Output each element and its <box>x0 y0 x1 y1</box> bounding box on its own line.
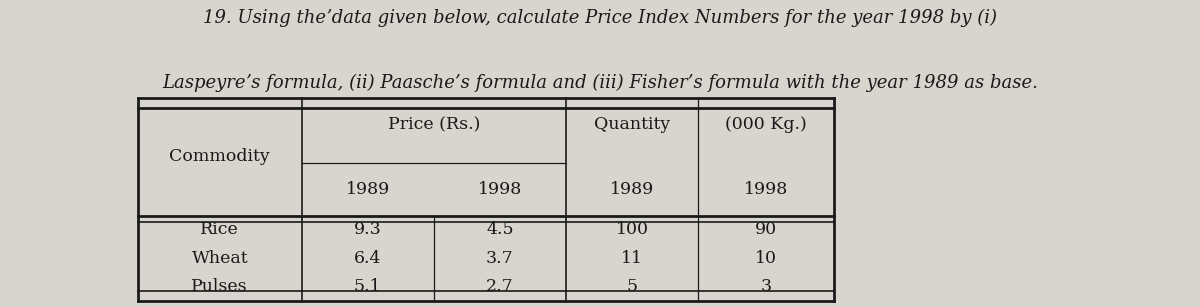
Text: 11: 11 <box>622 250 643 267</box>
Text: Wheat: Wheat <box>192 250 248 267</box>
Text: 1989: 1989 <box>610 181 654 198</box>
Text: 2.7: 2.7 <box>486 278 514 295</box>
Text: 10: 10 <box>755 250 778 267</box>
Text: Price (Rs.): Price (Rs.) <box>388 116 480 133</box>
Text: Rice: Rice <box>200 221 239 239</box>
Text: 9.3: 9.3 <box>354 221 382 239</box>
Text: 3.7: 3.7 <box>486 250 514 267</box>
Text: 5.1: 5.1 <box>354 278 382 295</box>
Text: 4.5: 4.5 <box>486 221 514 239</box>
Text: 1989: 1989 <box>346 181 390 198</box>
Text: 3: 3 <box>761 278 772 295</box>
Text: 5: 5 <box>626 278 637 295</box>
Text: 6.4: 6.4 <box>354 250 382 267</box>
Text: Pulses: Pulses <box>192 278 248 295</box>
Text: 90: 90 <box>755 221 778 239</box>
Text: 19. Using theʼdata given below, calculate Price Index Numbers for the year 1998 : 19. Using theʼdata given below, calculat… <box>203 9 997 27</box>
Text: (000 Kg.): (000 Kg.) <box>725 116 808 133</box>
Text: 1998: 1998 <box>478 181 522 198</box>
Text: Laspeyreʼs formula, (ii) Paasche’s formula and (iii) Fisher’s formula with the y: Laspeyreʼs formula, (ii) Paasche’s formu… <box>162 74 1038 92</box>
Text: Commodity: Commodity <box>169 149 270 165</box>
Text: 100: 100 <box>616 221 649 239</box>
Text: Quantity: Quantity <box>594 116 671 133</box>
Text: 1998: 1998 <box>744 181 788 198</box>
